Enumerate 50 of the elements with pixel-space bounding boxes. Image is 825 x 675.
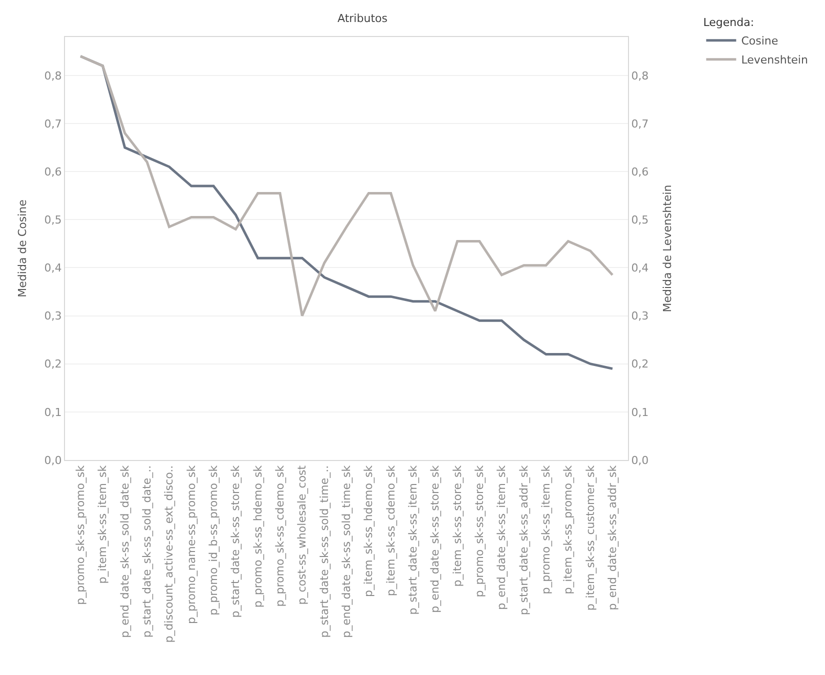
x-tick-label: p_end_date_sk-ss_addr_sk	[606, 464, 620, 610]
y-axis-title: Medida de Cosine	[16, 199, 29, 298]
x-tick-label: p_item_sk-ss_cdemo_sk	[384, 464, 398, 596]
x-tick-label: p_start_date_sk-ss_sold_date_..	[140, 465, 154, 638]
x-tick-label: p_promo_sk-ss_hdemo_sk	[251, 464, 264, 608]
y2-tick-label: 0,5	[631, 214, 649, 227]
x-tick-label: p_promo_sk-ss_store_sk	[473, 464, 486, 598]
chart-title: Atributos	[338, 12, 388, 25]
line-series	[79, 54, 614, 318]
x-tick-label: p_end_date_sk-ss_store_sk	[428, 464, 442, 613]
x-tick-label: p_promo_id_b-ss_promo_sk	[207, 464, 220, 616]
x-tick-label: p_promo_sk-ss_cdemo_sk	[274, 464, 287, 607]
legend-label: Cosine	[741, 34, 778, 48]
x-tick-label: p_end_date_sk-ss_item_sk	[495, 464, 508, 610]
y2-axis-title: Medida de Levenshtein	[660, 184, 674, 312]
x-tick-label: p_start_date_sk-ss_sold_time_..	[318, 465, 331, 638]
legend-title: Legenda:	[703, 16, 754, 29]
x-tick-label: p_cost-ss_wholesale_cost	[296, 464, 309, 605]
y2-tick-label: 0,1	[631, 406, 649, 419]
y2-tick-label: 0,3	[631, 310, 649, 323]
x-tick-label: p_item_sk-ss_promo_sk	[562, 464, 575, 594]
x-tick-label: p_end_date_sk-ss_sold_date_sk	[118, 464, 132, 638]
x-tick-label: p_promo_name-ss_promo_sk	[184, 464, 198, 624]
y-tick-label: 0,7	[44, 117, 62, 130]
y-tick-label: 0,4	[44, 262, 62, 275]
x-tick-label: p_item_sk-ss_item_sk	[96, 464, 110, 584]
x-tick-label: p_start_date_sk-ss_store_sk	[229, 464, 242, 618]
y-tick-label: 0,6	[44, 165, 62, 178]
x-tick-label: p_end_date_sk-ss_sold_time_sk	[340, 464, 354, 638]
y-tick-label: 0,5	[44, 214, 62, 227]
y2-tick-label: 0,7	[631, 117, 649, 130]
y-tick-label: 0,1	[44, 406, 62, 419]
y2-tick-label: 0,0	[631, 454, 649, 467]
x-tick-label: p_item_sk-ss_customer_sk	[584, 464, 597, 611]
x-tick-label: p_promo_sk-ss_item_sk	[540, 464, 553, 594]
x-tick-label: p_item_sk-ss_store_sk	[450, 464, 464, 587]
x-tick-label: p_discount_active-ss_ext_disco..	[162, 465, 176, 643]
legend-label: Levenshtein	[741, 54, 808, 67]
y-tick-label: 0,8	[44, 69, 62, 82]
x-tick-label: p_start_date_sk-ss_addr_sk	[517, 464, 530, 616]
x-tick-label: p_item_sk-ss_hdemo_sk	[362, 464, 376, 598]
y2-tick-label: 0,6	[631, 165, 649, 178]
y-tick-label: 0,2	[44, 358, 62, 371]
y-tick-label: 0,0	[44, 454, 62, 467]
y2-tick-label: 0,8	[631, 69, 649, 82]
y2-tick-label: 0,2	[631, 358, 649, 371]
x-tick-label: p_start_date_sk-ss_item_sk	[406, 464, 420, 615]
x-tick-label: p_promo_sk-ss_promo_sk	[74, 464, 88, 605]
y2-tick-label: 0,4	[631, 262, 649, 275]
y-tick-label: 0,3	[44, 310, 62, 323]
